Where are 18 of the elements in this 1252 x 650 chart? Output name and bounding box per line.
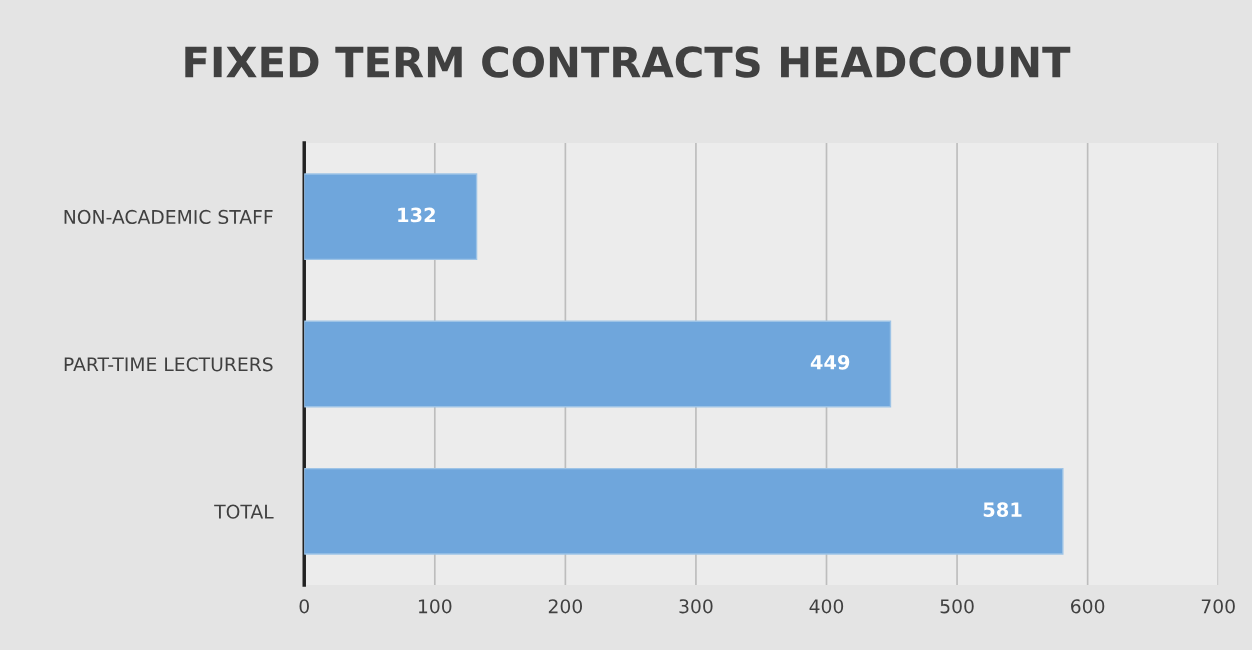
x-tick-label: 200: [548, 599, 583, 614]
bar: [304, 173, 478, 261]
x-tick-label: 100: [418, 599, 452, 614]
x-tick-label: 500: [940, 599, 974, 614]
data-label: 132: [398, 207, 435, 223]
bar: [304, 467, 1064, 555]
y-tick-label: NON-ACADEMIC STAFF: [64, 209, 273, 225]
chart-title: FIXED TERM CONTRACTS HEADCOUNT: [185, 46, 1071, 78]
x-tick-label: 700: [1201, 599, 1235, 614]
x-tick-label: 400: [809, 599, 844, 614]
data-label: 449: [810, 354, 850, 370]
x-tick-label: 600: [1071, 599, 1105, 614]
x-tick-label: 0: [299, 599, 309, 614]
x-tick-label: 300: [679, 599, 713, 614]
bar: [304, 320, 892, 408]
data-label: 581: [983, 502, 1022, 517]
y-tick-label: PART-TIME LECTURERS: [64, 357, 273, 372]
y-tick-label: TOTAL: [214, 504, 274, 519]
